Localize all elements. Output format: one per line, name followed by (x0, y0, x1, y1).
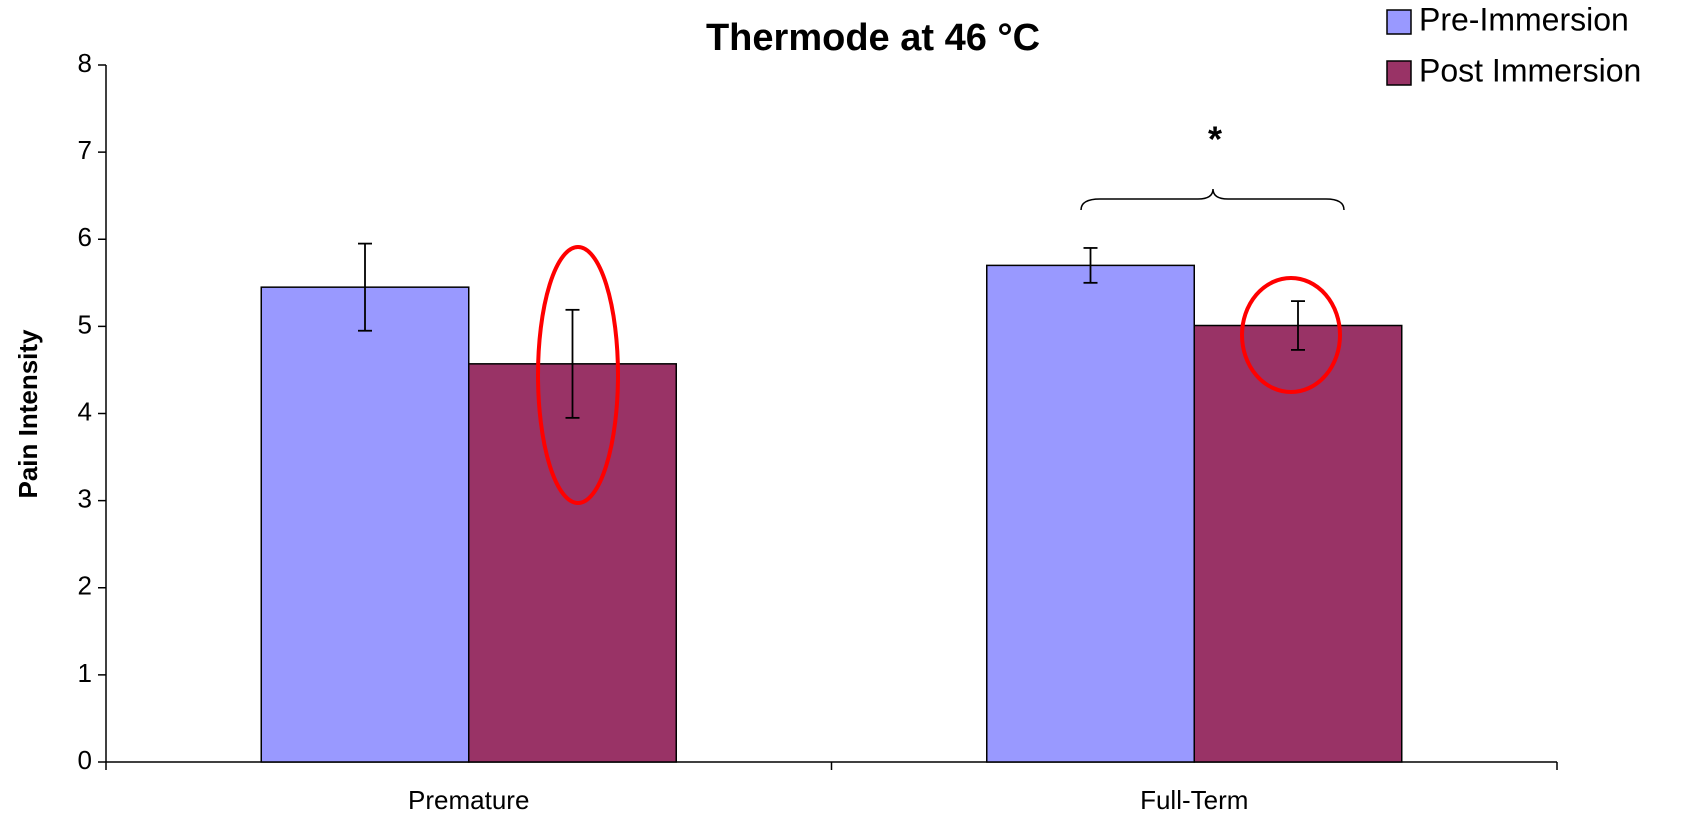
y-tick-label: 6 (78, 222, 92, 252)
bar (1193, 324, 1403, 763)
y-tick-label: 7 (78, 135, 92, 165)
y-tick-label: 4 (78, 396, 92, 426)
legend-swatch (1386, 9, 1412, 35)
highlight-ellipse (536, 245, 620, 505)
y-tick-label: 5 (78, 309, 92, 339)
error-bar (1083, 247, 1098, 284)
bar (260, 286, 470, 763)
bar (986, 264, 1196, 763)
chart-title: Thermode at 46 °C (706, 17, 1040, 59)
significance-marker: * (1208, 119, 1222, 160)
error-bar (565, 308, 580, 419)
brace (1080, 188, 1345, 211)
y-tick-label: 8 (78, 48, 92, 78)
x-tick-label: Premature (408, 785, 529, 815)
legend-swatch (1386, 60, 1412, 86)
error-bar (358, 242, 373, 332)
y-tick-label: 2 (78, 571, 92, 601)
y-tick-label: 3 (78, 484, 92, 514)
y-tick-label: 1 (78, 658, 92, 688)
legend-label: Pre-Immersion (1419, 1, 1629, 37)
bar (468, 363, 677, 763)
legend-label: Post Immersion (1419, 52, 1641, 88)
y-tick-label: 0 (78, 745, 92, 775)
highlight-ellipse (1240, 276, 1342, 394)
x-tick-label: Full-Term (1140, 785, 1248, 815)
error-bar (1290, 300, 1305, 351)
y-axis-label: Pain Intensity (13, 329, 43, 499)
